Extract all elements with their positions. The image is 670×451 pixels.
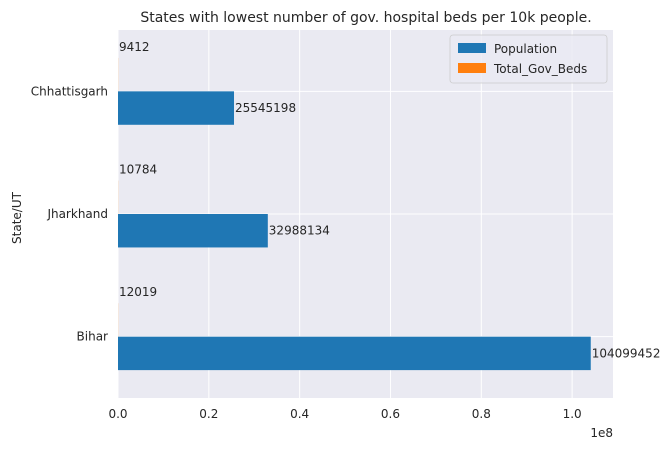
x-tick-label: 0.0 <box>108 407 127 421</box>
bar-population <box>118 91 235 125</box>
data-label-total-gov-beds: 12019 <box>119 285 157 299</box>
x-axis-offset-label: 1e8 <box>590 426 613 440</box>
legend-label: Total_Gov_Beds <box>493 62 587 76</box>
y-axis: Bihar Jharkhand Chhattisgarh <box>31 84 108 343</box>
legend-box <box>449 34 608 84</box>
data-label-population: 25545198 <box>235 101 296 115</box>
x-tick-label: 0.4 <box>290 407 309 421</box>
data-label-population: 104099452 <box>592 346 661 360</box>
legend-label: Population <box>494 42 557 56</box>
bars <box>118 57 591 371</box>
data-label-total-gov-beds: 9412 <box>119 40 150 54</box>
chart-title: States with lowest number of gov. hospit… <box>140 10 591 26</box>
y-tick-label: Chhattisgarh <box>31 84 108 98</box>
x-tick-label: 0.2 <box>199 407 218 421</box>
legend: Population Total_Gov_Beds <box>449 34 608 84</box>
y-axis-label: State/UT <box>10 191 24 244</box>
data-label-population: 32988134 <box>269 224 330 238</box>
x-axis: 0.0 0.2 0.4 0.6 0.8 1.0 <box>108 407 581 421</box>
data-labels: 104099452 12019 32988134 10784 25545198 9412 <box>119 40 660 361</box>
bar-population <box>118 336 591 371</box>
x-tick-label: 0.8 <box>472 407 491 421</box>
legend-swatch <box>458 43 486 53</box>
x-tick-label: 1.0 <box>563 407 582 421</box>
legend-swatch <box>458 63 486 73</box>
y-tick-label: Jharkhand <box>46 207 108 221</box>
x-tick-label: 0.6 <box>381 407 400 421</box>
data-label-total-gov-beds: 10784 <box>119 163 157 177</box>
y-tick-label: Bihar <box>77 330 109 344</box>
bar-population <box>118 214 268 248</box>
